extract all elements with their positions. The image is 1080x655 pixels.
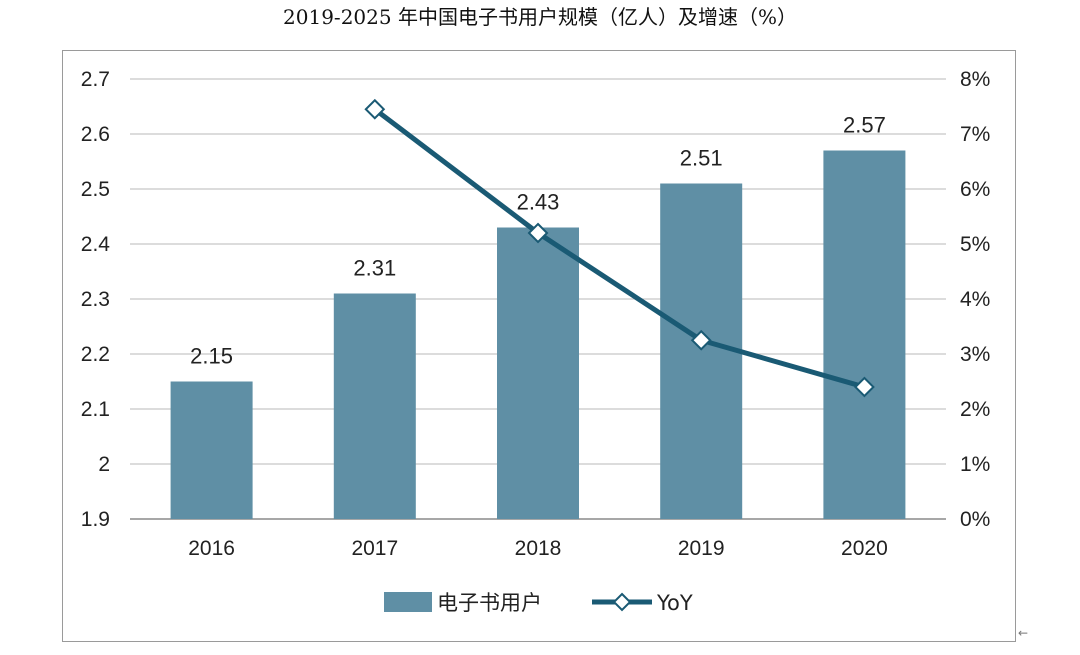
legend-bar-swatch <box>384 592 432 612</box>
y-left-tick-label: 2.5 <box>81 178 110 201</box>
y-left-tick-label: 2.6 <box>81 123 110 146</box>
yoy-line <box>373 107 866 390</box>
yoy-point <box>527 222 549 244</box>
axes: 1.9 2 2.1 2.2 2.3 2.4 2.5 2.6 2.7 0% 1% 2% 3% 4% 5% 6% 7… <box>81 68 991 560</box>
legend-diamond-icon <box>612 592 632 612</box>
y-right-tick-label: 8% <box>960 68 990 91</box>
y-right-tick-label: 5% <box>960 233 990 256</box>
y-right-tick-label: 3% <box>960 343 990 366</box>
chart-title: 2019-2025 年中国电子书用户规模（亿人）及增速（%） <box>283 5 797 29</box>
y-left-tick-label: 2.2 <box>81 343 110 366</box>
y-right-tick-label: 6% <box>960 178 990 201</box>
x-tick-label: 2020 <box>841 537 888 560</box>
data-labels: 2.15 2.31 2.43 2.51 2.57 <box>190 113 886 369</box>
chart-frame <box>62 50 1016 642</box>
y-left-tick-label: 2.4 <box>81 233 111 256</box>
y-left-tick-label: 2.1 <box>81 398 110 421</box>
y-left-tick-label: 2 <box>98 453 110 476</box>
bar <box>660 183 743 519</box>
corner-arrow-icon: ← <box>1018 626 1029 640</box>
bar-series <box>170 150 906 519</box>
bar-data-label: 2.15 <box>190 344 233 369</box>
bar <box>170 381 253 519</box>
yoy-point <box>364 98 386 120</box>
y-right-tick-label: 7% <box>960 123 990 146</box>
legend: 电子书用户 YoY <box>384 591 693 615</box>
x-tick-label: 2017 <box>351 537 398 560</box>
y-left-tick-label: 2.7 <box>81 68 110 91</box>
bar-data-label: 2.43 <box>517 190 560 215</box>
x-tick-label: 2018 <box>515 537 562 560</box>
y-right-tick-label: 1% <box>960 453 990 476</box>
legend-bar-label: 电子书用户 <box>437 591 542 615</box>
y-right-tick-label: 2% <box>960 398 990 421</box>
bar <box>497 227 579 519</box>
bar-data-label: 2.57 <box>843 113 886 138</box>
y-right-tick-label: 4% <box>960 288 990 311</box>
bar <box>823 150 906 519</box>
line-series <box>364 98 875 398</box>
yoy-point <box>690 329 712 351</box>
bar-data-label: 2.31 <box>353 256 396 281</box>
y-left-tick-label: 1.9 <box>81 508 110 531</box>
bar <box>333 293 416 519</box>
yoy-point <box>853 376 875 398</box>
legend-line-label: YoY <box>656 591 693 615</box>
x-tick-label: 2016 <box>188 537 235 560</box>
bar-data-label: 2.51 <box>680 146 723 171</box>
y-right-tick-label: 0% <box>960 508 990 531</box>
x-tick-label: 2019 <box>678 537 725 560</box>
y-left-tick-label: 2.3 <box>81 288 110 311</box>
